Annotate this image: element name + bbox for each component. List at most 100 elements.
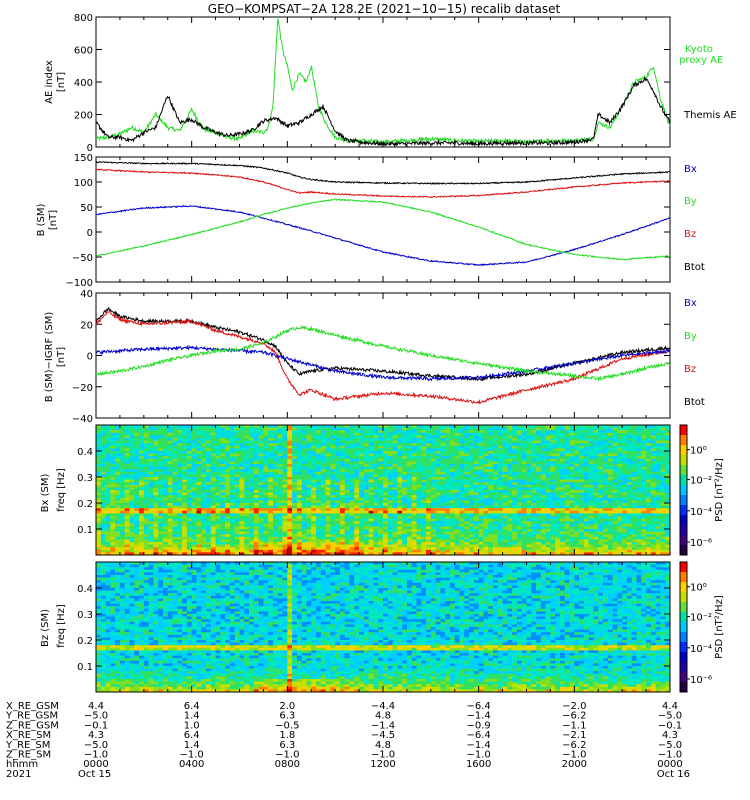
heatmap-cell bbox=[430, 425, 436, 428]
heatmap-cell bbox=[210, 448, 216, 452]
heatmap-cell bbox=[426, 432, 432, 436]
heatmap-cell bbox=[177, 503, 183, 506]
heatmap-cell bbox=[516, 547, 523, 551]
heatmap-cell bbox=[521, 451, 527, 454]
heatmap-cell bbox=[110, 552, 116, 556]
heatmap-cell bbox=[177, 448, 183, 452]
heatmap-cell bbox=[272, 513, 279, 517]
heatmap-cell bbox=[158, 425, 164, 428]
heatmap-cell bbox=[182, 547, 188, 551]
heatmap-cell bbox=[426, 487, 432, 491]
heatmap-cell bbox=[215, 482, 221, 486]
heatmap-cell bbox=[263, 508, 269, 512]
heatmap-cell bbox=[397, 471, 403, 475]
heatmap-cell bbox=[272, 523, 279, 527]
heatmap-cell bbox=[459, 425, 465, 428]
heatmap-cell bbox=[383, 544, 389, 548]
heatmap-cell bbox=[363, 508, 369, 512]
heatmap-cell bbox=[268, 552, 274, 556]
heatmap-cell bbox=[196, 479, 202, 483]
heatmap-cell bbox=[172, 534, 178, 538]
heatmap-cell bbox=[469, 461, 475, 465]
heatmap-cell bbox=[134, 542, 140, 545]
heatmap-cell bbox=[306, 456, 312, 460]
heatmap-cell bbox=[172, 440, 178, 444]
heatmap-cell bbox=[493, 542, 499, 545]
heatmap-cell bbox=[119, 466, 125, 470]
heatmap-cell bbox=[311, 510, 317, 514]
heatmap-cell bbox=[368, 526, 374, 530]
heatmap-cell bbox=[335, 536, 341, 540]
heatmap-cell bbox=[177, 471, 183, 475]
heatmap-cell bbox=[153, 490, 159, 493]
heatmap-cell bbox=[488, 534, 494, 538]
heatmap-cell bbox=[311, 471, 317, 475]
heatmap-cell bbox=[296, 445, 302, 449]
heatmap-cell bbox=[186, 487, 192, 491]
heatmap-cell bbox=[301, 495, 307, 499]
heatmap-cell bbox=[478, 443, 484, 447]
heatmap-cell bbox=[249, 448, 255, 452]
heatmap-cell bbox=[110, 427, 116, 431]
heatmap-cell bbox=[378, 513, 384, 517]
heatmap-cell bbox=[258, 495, 264, 499]
heatmap-cell bbox=[100, 513, 106, 517]
heatmap-cell bbox=[459, 445, 465, 449]
heatmap-cell bbox=[263, 448, 269, 452]
heatmap-cell bbox=[521, 505, 527, 509]
heatmap-cell bbox=[100, 445, 106, 449]
heatmap-cell bbox=[158, 479, 164, 483]
heatmap-cell bbox=[540, 526, 546, 530]
heatmap-cell bbox=[210, 534, 216, 538]
heatmap-cell bbox=[316, 490, 322, 493]
heatmap-cell bbox=[397, 542, 403, 545]
heatmap-cell bbox=[134, 521, 140, 525]
heatmap-cell bbox=[110, 497, 116, 501]
heatmap-cell bbox=[153, 497, 159, 501]
heatmap-cell bbox=[268, 435, 274, 439]
heatmap-cell bbox=[478, 505, 484, 509]
heatmap-cell bbox=[172, 547, 178, 551]
heatmap-cell bbox=[182, 464, 188, 467]
heatmap-cell bbox=[464, 443, 470, 447]
heatmap-cell bbox=[469, 487, 475, 491]
heatmap-cell bbox=[397, 469, 403, 473]
heatmap-cell bbox=[454, 440, 460, 444]
heatmap-cell bbox=[220, 539, 226, 543]
heatmap-cell bbox=[105, 479, 111, 483]
heatmap-cell bbox=[268, 458, 274, 462]
heatmap-cell bbox=[301, 440, 307, 444]
heatmap-cell bbox=[464, 495, 470, 499]
heatmap-cell bbox=[469, 490, 475, 493]
heatmap-cell bbox=[426, 492, 432, 496]
heatmap-cell bbox=[215, 549, 221, 553]
heatmap-cell bbox=[210, 490, 216, 493]
heatmap-cell bbox=[507, 510, 513, 514]
heatmap-cell bbox=[148, 435, 154, 439]
heatmap-cell bbox=[139, 508, 145, 512]
heatmap-cell bbox=[421, 438, 427, 441]
heatmap-cell bbox=[545, 427, 551, 431]
heatmap-cell bbox=[225, 552, 231, 556]
heatmap-cell bbox=[311, 456, 317, 460]
heatmap-cell bbox=[124, 536, 130, 540]
heatmap-cell bbox=[378, 484, 384, 488]
heatmap-cell bbox=[158, 508, 164, 512]
heatmap-cell bbox=[172, 445, 178, 449]
heatmap-cell bbox=[110, 523, 116, 527]
heatmap-cell bbox=[430, 516, 436, 519]
heatmap-cell bbox=[464, 534, 470, 538]
heatmap-cell bbox=[325, 529, 331, 532]
heatmap-cell bbox=[172, 435, 178, 439]
heatmap-cell bbox=[416, 503, 422, 506]
heatmap-cell bbox=[105, 425, 111, 428]
heatmap-cell bbox=[502, 453, 508, 457]
heatmap-cell bbox=[201, 495, 207, 499]
heatmap-cell bbox=[493, 432, 499, 436]
heatmap-cell bbox=[540, 490, 546, 493]
heatmap-cell bbox=[349, 516, 355, 519]
heatmap-cell bbox=[335, 432, 341, 436]
heatmap-cell bbox=[516, 482, 523, 486]
heatmap-cell bbox=[536, 490, 542, 493]
heatmap-cell bbox=[445, 440, 451, 444]
